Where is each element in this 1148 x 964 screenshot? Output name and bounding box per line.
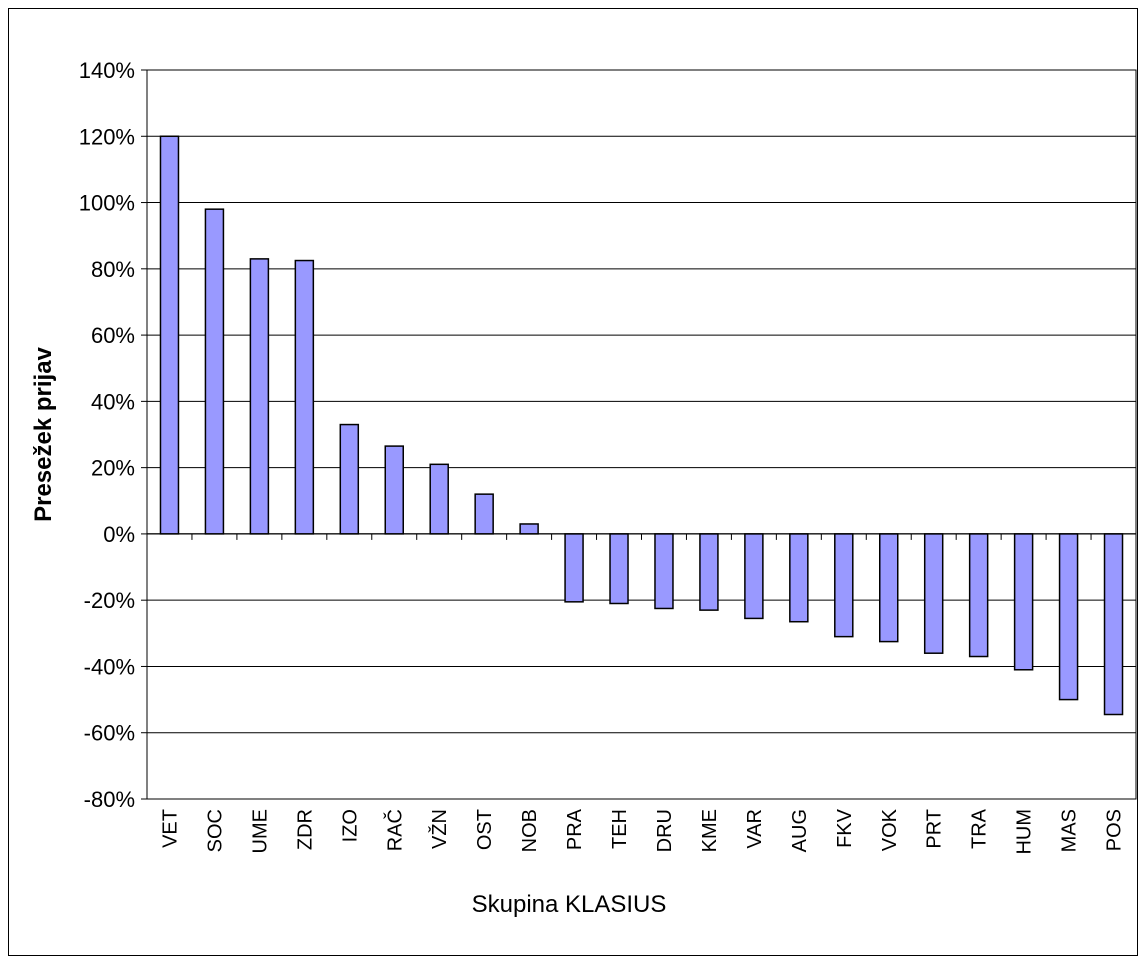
y-tick-label: 140% bbox=[79, 58, 135, 83]
category-label: KME bbox=[699, 809, 721, 852]
category-label: MAS bbox=[1059, 809, 1081, 852]
category-label: SOC bbox=[204, 809, 226, 852]
bar-POS bbox=[1103, 533, 1124, 716]
bar-SOC bbox=[204, 208, 225, 535]
bars bbox=[159, 135, 1124, 716]
y-tick-label: 120% bbox=[79, 124, 135, 149]
category-label: ZDR bbox=[294, 809, 316, 850]
bar-IZO bbox=[339, 423, 360, 535]
category-label: VOK bbox=[879, 808, 901, 851]
y-tick-label: -20% bbox=[84, 588, 135, 613]
bar-ZDR bbox=[294, 259, 315, 535]
y-tick-label: 40% bbox=[91, 389, 135, 414]
y-tick-label: 0% bbox=[103, 522, 135, 547]
category-label: IZO bbox=[339, 809, 361, 842]
bar-KME bbox=[699, 533, 719, 611]
category-label: UME bbox=[249, 809, 271, 853]
bar-VET bbox=[159, 135, 180, 535]
category-label: VŽN bbox=[428, 809, 451, 849]
bar-TEH bbox=[609, 533, 629, 605]
category-label: PRA bbox=[564, 808, 586, 850]
bar-PRA bbox=[564, 533, 584, 603]
bar-FKV bbox=[834, 533, 854, 638]
bar-VOK bbox=[879, 533, 899, 643]
bar-RAČ bbox=[384, 445, 404, 535]
category-label: HUM bbox=[1014, 809, 1036, 855]
category-label: AUG bbox=[789, 809, 811, 852]
bar-VŽN bbox=[429, 463, 449, 535]
category-label: OST bbox=[474, 809, 496, 850]
bar-PRT bbox=[923, 533, 944, 654]
bar-VAR bbox=[744, 533, 764, 620]
axes bbox=[141, 69, 1137, 800]
y-tick-label: -80% bbox=[84, 787, 135, 812]
y-tick-label: -60% bbox=[84, 721, 135, 746]
tick-labels: -80% -60% -40% -20% 0% 20% 40% 60% 80% 100% 120% 14… bbox=[79, 58, 1126, 855]
y-axis-title: Presežek prijav bbox=[30, 346, 57, 521]
category-label: PRT bbox=[924, 809, 946, 849]
bar-OST bbox=[474, 493, 494, 535]
bar-TRA bbox=[968, 533, 989, 658]
chart-frame: -80% -60% -40% -20% 0% 20% 40% 60% 80% 100% 120% 14… bbox=[8, 8, 1138, 956]
category-label: VAR bbox=[744, 809, 766, 849]
bar-DRU bbox=[654, 533, 674, 610]
y-tick-label: 20% bbox=[91, 456, 135, 481]
y-tick-label: 60% bbox=[91, 323, 135, 348]
category-label: VET bbox=[159, 809, 181, 848]
category-label: RAČ bbox=[383, 809, 406, 851]
bar-UME bbox=[249, 258, 270, 535]
x-axis-title: Skupina KLASIUS bbox=[472, 891, 667, 918]
bar-MAS bbox=[1058, 533, 1079, 701]
y-tick-label: -40% bbox=[84, 654, 135, 679]
y-tick-label: 100% bbox=[79, 191, 135, 216]
category-label: TEH bbox=[609, 809, 631, 849]
category-label: POS bbox=[1104, 809, 1126, 851]
plot-area-border bbox=[146, 69, 1137, 800]
y-tick-label: 80% bbox=[91, 257, 135, 282]
bar-AUG bbox=[789, 533, 809, 623]
bar-chart: -80% -60% -40% -20% 0% 20% 40% 60% 80% 100% 120% 14… bbox=[30, 58, 1137, 918]
bar-HUM bbox=[1013, 533, 1034, 671]
category-label: FKV bbox=[834, 808, 856, 848]
bar-NOB bbox=[519, 523, 539, 535]
category-label: NOB bbox=[519, 809, 541, 852]
category-label: TRA bbox=[969, 808, 991, 849]
category-label: DRU bbox=[654, 809, 676, 852]
